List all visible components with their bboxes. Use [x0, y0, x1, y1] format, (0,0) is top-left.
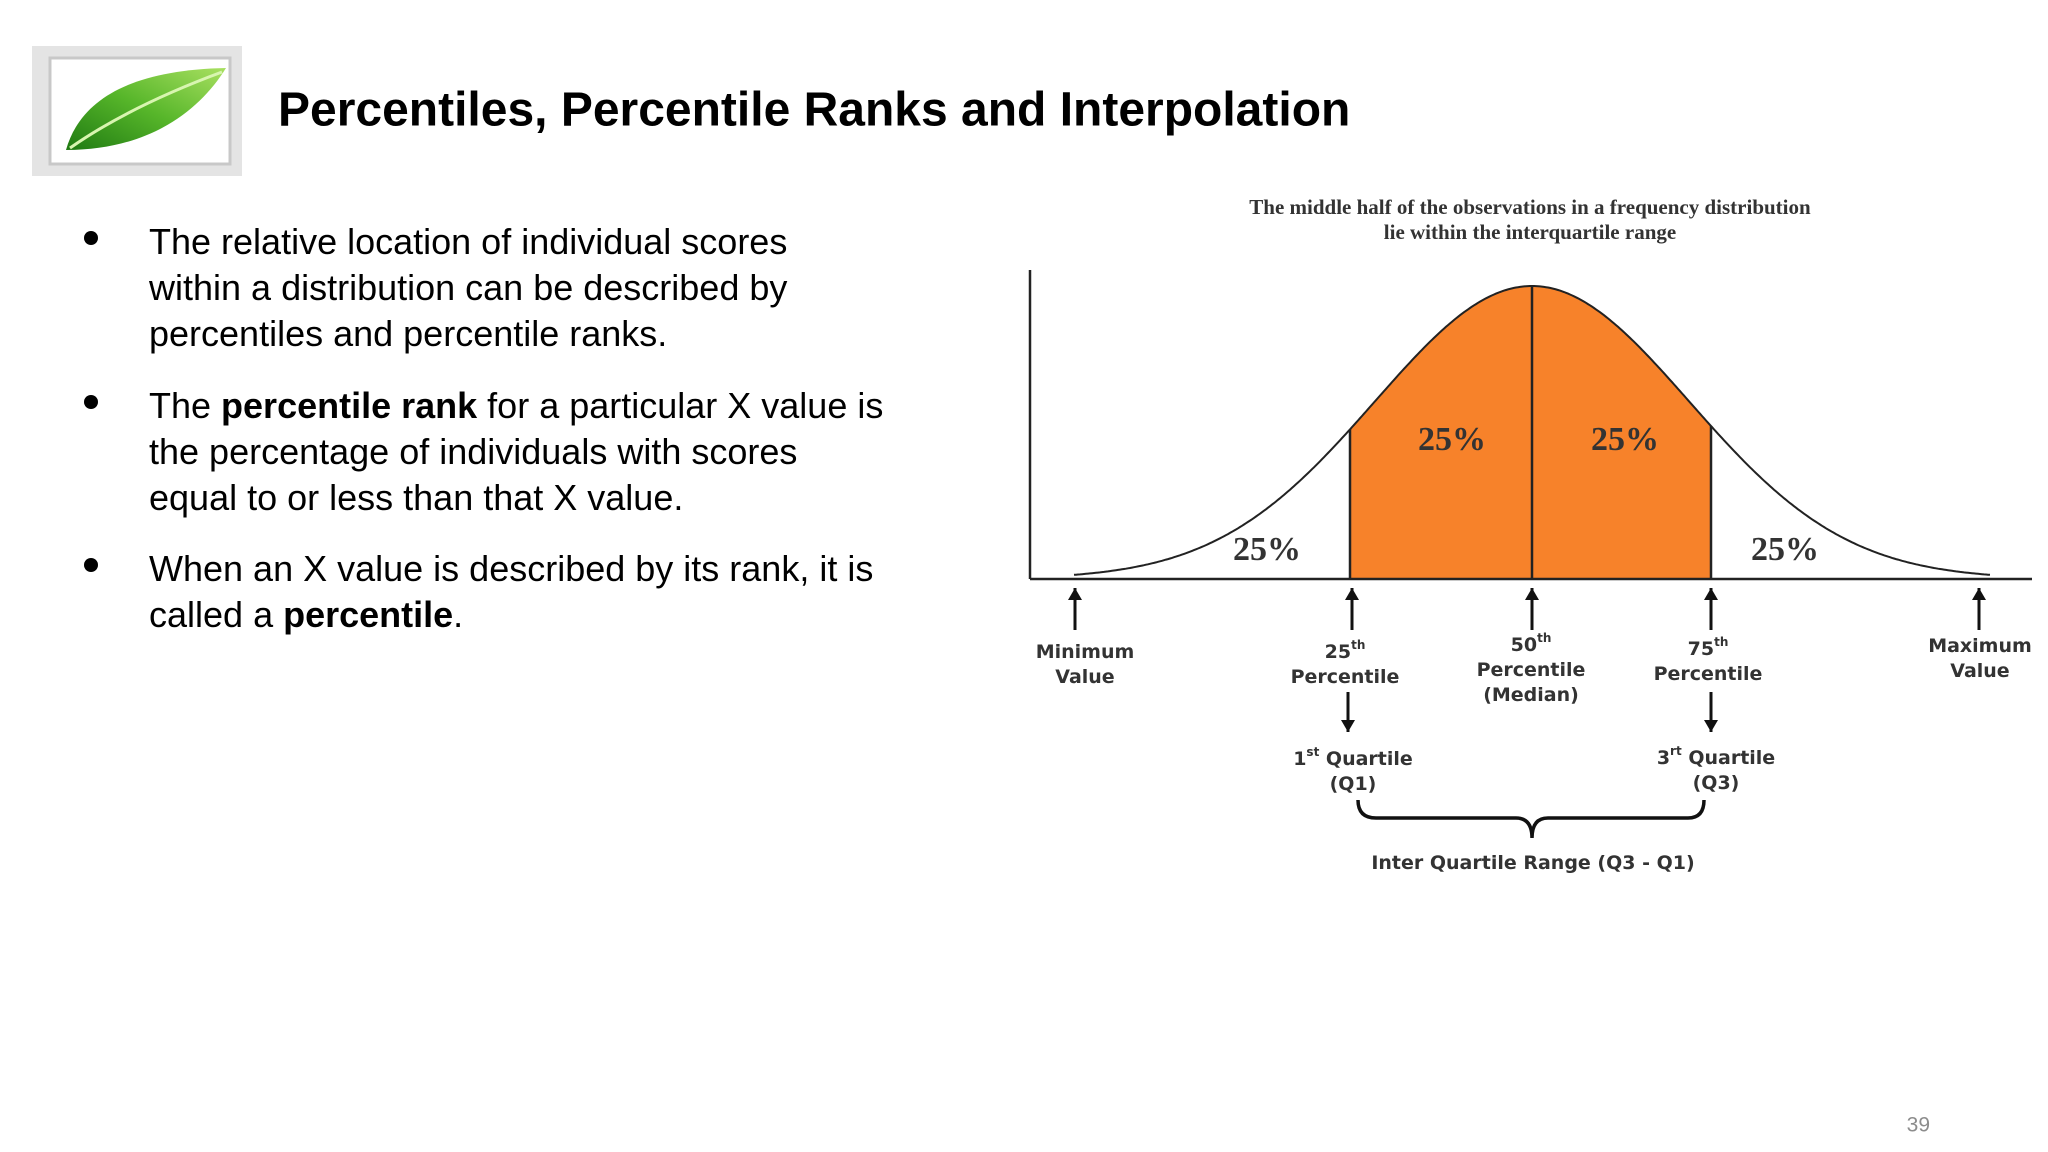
text-line: 25th	[1325, 638, 1366, 663]
text-span: Value	[1950, 660, 2009, 682]
bullet-dot	[84, 558, 98, 572]
text-span: When an X value is described by its rank…	[149, 548, 873, 589]
text-line: 3rt Quartile	[1657, 744, 1775, 769]
diagram-title: The middle half of the observations in a…	[1249, 195, 1811, 219]
logo	[32, 46, 242, 176]
text-span: Percentile	[1291, 666, 1400, 688]
text-span: The	[149, 385, 221, 426]
arrow-head	[1525, 588, 1539, 600]
text-span: (Q3)	[1693, 772, 1740, 794]
text-line: Minimum	[1036, 641, 1135, 663]
text-line: Percentile	[1291, 666, 1400, 688]
logo-leaf-vein	[69, 70, 223, 150]
text-span: within a distribution can be described b…	[148, 267, 787, 308]
region-label: 25%	[1418, 421, 1486, 458]
text-span: for a particular X value is	[477, 385, 883, 426]
text-span: Inter Quartile Range (Q3 - Q1)	[1371, 852, 1694, 874]
arrow-head	[1972, 588, 1986, 600]
diagram-title: lie within the interquartile range	[1384, 220, 1676, 244]
text-line: Value	[1055, 666, 1114, 688]
superscript: th	[1714, 635, 1728, 649]
text-span: Percentile	[1477, 659, 1586, 681]
text-line: 1st Quartile	[1293, 745, 1413, 770]
text-line: Inter Quartile Range (Q3 - Q1)	[1371, 852, 1694, 874]
text-line: Percentile	[1654, 663, 1763, 685]
region-label: 25%	[1233, 531, 1301, 568]
text-span: percentiles and percentile ranks.	[149, 313, 667, 354]
text-span: 25	[1325, 641, 1351, 663]
region-label: 25%	[1751, 531, 1819, 568]
brace	[1356, 799, 1706, 839]
bullet-dot	[84, 395, 98, 409]
text-line: equal to or less than that X value.	[149, 477, 683, 518]
text-line: (Q1)	[1330, 773, 1377, 795]
text-span: 3	[1657, 747, 1670, 769]
bullet-dot	[84, 231, 98, 245]
arrow-head	[1345, 588, 1359, 600]
text-span: Percentile	[1654, 663, 1763, 685]
slide-title: Percentiles, Percentile Ranks and Interp…	[278, 84, 1350, 137]
superscript: th	[1351, 638, 1365, 652]
text-span: the percentage of individuals with score…	[149, 431, 797, 472]
text-line: The percentile rank for a particular X v…	[149, 385, 883, 426]
superscript: st	[1306, 745, 1319, 759]
text-span: Maximum	[1928, 635, 2032, 657]
text-span: called a	[149, 594, 283, 635]
text-line: 75th	[1688, 635, 1729, 660]
text-line: (Median)	[1483, 684, 1579, 706]
arrow-head	[1704, 588, 1718, 600]
text-line: Maximum	[1928, 635, 2032, 657]
text-line: (Q3)	[1693, 772, 1740, 794]
text-span: Quartile	[1682, 747, 1775, 769]
superscript: rt	[1670, 744, 1682, 758]
arrow-head	[1704, 720, 1718, 732]
superscript: th	[1537, 631, 1551, 645]
text-line: within a distribution can be described b…	[148, 267, 787, 308]
text-line: percentiles and percentile ranks.	[149, 313, 667, 354]
arrow-head	[1068, 588, 1082, 600]
logo-leaf	[66, 68, 226, 150]
text-span: The relative location of individual scor…	[149, 221, 787, 262]
text-line: called a percentile.	[149, 594, 463, 635]
text-line: The relative location of individual scor…	[149, 221, 787, 262]
text-span: Value	[1055, 666, 1114, 688]
iqr-area	[1350, 286, 1711, 579]
bold-text: percentile	[283, 594, 453, 635]
text-line: Percentile	[1477, 659, 1586, 681]
text-span: equal to or less than that X value.	[149, 477, 683, 518]
text-span: 50	[1511, 634, 1537, 656]
region-label: 25%	[1591, 421, 1659, 458]
diagram: The middle half of the observations in a…	[1028, 195, 2032, 874]
text-line: Value	[1950, 660, 2009, 682]
text-line: the percentage of individuals with score…	[149, 431, 797, 472]
bullet-list: The relative location of individual scor…	[84, 221, 883, 635]
text-line: When an X value is described by its rank…	[149, 548, 873, 589]
text-span: Minimum	[1036, 641, 1135, 663]
text-span: Quartile	[1319, 748, 1412, 770]
text-line: 50th	[1511, 631, 1552, 656]
text-span: 1	[1293, 748, 1306, 770]
text-span: .	[453, 594, 463, 635]
text-span: 75	[1688, 638, 1714, 660]
text-span: (Q1)	[1330, 773, 1377, 795]
text-span: (Median)	[1483, 684, 1579, 706]
bold-text: percentile rank	[221, 385, 478, 426]
page-number: 39	[1907, 1114, 1930, 1137]
arrow-head	[1341, 720, 1355, 732]
